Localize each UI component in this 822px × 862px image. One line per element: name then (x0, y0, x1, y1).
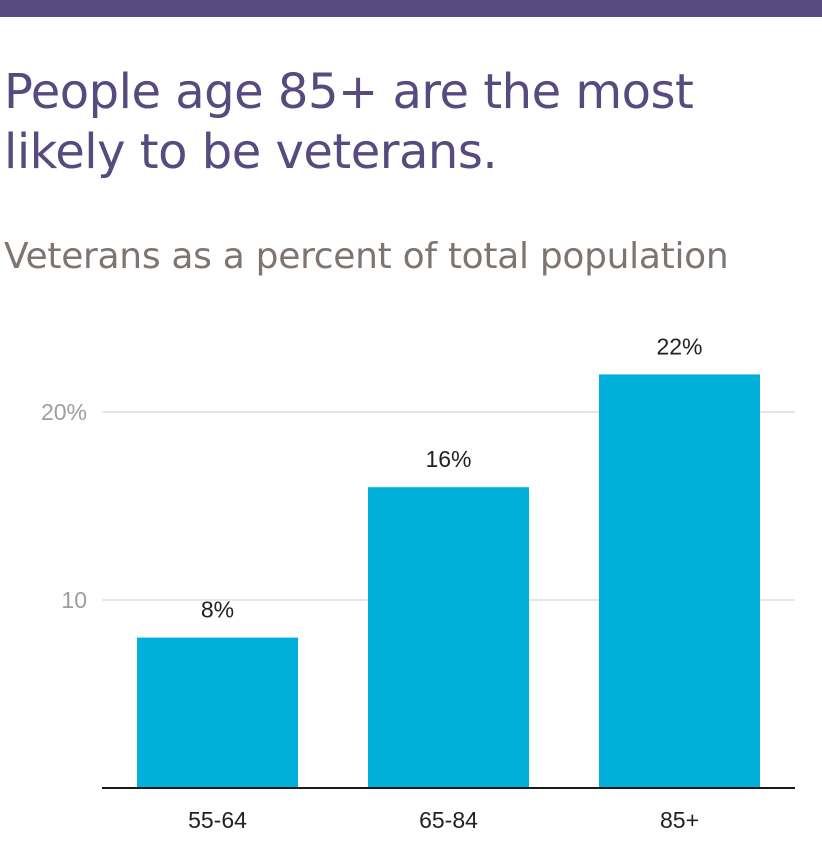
bar-55-64 (137, 637, 298, 788)
x-tick-label: 65-84 (419, 807, 478, 833)
chart-subtitle: Veterans as a percent of total populatio… (4, 236, 729, 277)
bar-85+ (599, 374, 760, 788)
y-axis-tick-labels: 10 20% (41, 399, 87, 613)
x-tick-label: 55-64 (188, 807, 247, 833)
chart-title: People age 85+ are the most likely to be… (4, 64, 694, 180)
data-label: 16% (425, 446, 471, 472)
y-tick-label: 20% (41, 399, 87, 425)
bars (137, 374, 760, 788)
top-accent-bar (0, 0, 822, 17)
data-label: 22% (656, 333, 702, 359)
bar-65-84 (368, 487, 529, 788)
data-label: 8% (201, 597, 234, 623)
x-tick-label: 85+ (660, 807, 699, 833)
x-axis-category-labels: 55-64 65-84 85+ (188, 807, 699, 833)
data-labels: 8% 16% 22% (201, 333, 703, 622)
bar-chart: 10 20% 8% 16% 22% 55-64 65-84 85+ (41, 333, 795, 833)
y-tick-label: 10 (61, 587, 87, 613)
